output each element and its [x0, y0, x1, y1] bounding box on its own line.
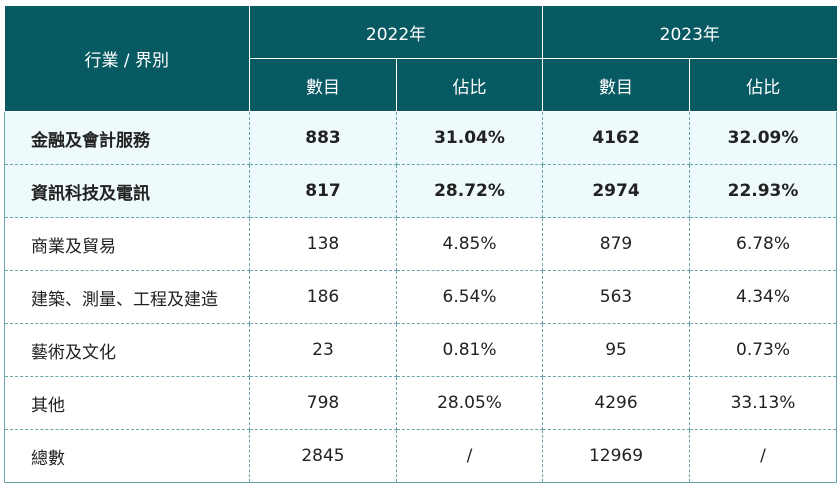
cell-count-2022: 798: [249, 376, 397, 430]
industry-statistics-table: 行業 / 界別 2022年 2023年 數目 佔比 數目 佔比 金融及會計服務 …: [4, 6, 838, 483]
cell-share-2023: 0.73%: [689, 323, 838, 377]
industry-table-container: 行業 / 界別 2022年 2023年 數目 佔比 數目 佔比 金融及會計服務 …: [4, 6, 838, 483]
table-row-total: 總數 2845 / 12969 /: [4, 429, 838, 483]
table-header: 行業 / 界別 2022年 2023年 數目 佔比 數目 佔比: [4, 6, 837, 112]
cell-count-2023: 2974: [542, 164, 691, 218]
header-share-2022: 佔比: [395, 58, 544, 112]
row-label: 建築、測量、工程及建造: [4, 270, 250, 324]
header-count-2022: 數目: [249, 58, 397, 112]
table-row: 其他 798 28.05% 4296 33.13%: [4, 376, 838, 430]
header-count-2023: 數目: [542, 58, 691, 112]
table-row: 金融及會計服務 883 31.04% 4162 32.09%: [4, 111, 838, 165]
header-industry: 行業 / 界別: [4, 6, 250, 112]
table-row: 資訊科技及電訊 817 28.72% 2974 22.93%: [4, 164, 838, 218]
cell-count-2023: 4162: [542, 111, 691, 165]
cell-count-2023: 4296: [542, 376, 691, 430]
row-label: 其他: [4, 376, 250, 430]
row-label: 金融及會計服務: [4, 111, 250, 165]
cell-share-2022: 28.72%: [395, 164, 544, 218]
table-row: 藝術及文化 23 0.81% 95 0.73%: [4, 323, 838, 377]
table-row: 商業及貿易 138 4.85% 879 6.78%: [4, 217, 838, 271]
row-label: 藝術及文化: [4, 323, 250, 377]
row-label: 商業及貿易: [4, 217, 250, 271]
cell-share-2022: 4.85%: [395, 217, 544, 271]
row-label: 總數: [4, 429, 250, 483]
cell-count-2022: 138: [249, 217, 397, 271]
cell-share-2022: 28.05%: [395, 376, 544, 430]
header-share-2023: 佔比: [689, 58, 837, 112]
cell-share-2023: /: [689, 429, 838, 483]
cell-count-2022: 817: [249, 164, 397, 218]
header-year-2022: 2022年: [248, 6, 544, 59]
cell-count-2022: 23: [249, 323, 397, 377]
cell-share-2022: 31.04%: [395, 111, 544, 165]
cell-share-2023: 22.93%: [689, 164, 838, 218]
cell-count-2023: 95: [542, 323, 691, 377]
cell-share-2023: 4.34%: [689, 270, 838, 324]
cell-share-2022: /: [395, 429, 544, 483]
table-row: 建築、測量、工程及建造 186 6.54% 563 4.34%: [4, 270, 838, 324]
cell-count-2023: 879: [542, 217, 691, 271]
row-label: 資訊科技及電訊: [4, 164, 250, 218]
cell-share-2022: 0.81%: [395, 323, 544, 377]
cell-count-2022: 186: [249, 270, 397, 324]
cell-share-2022: 6.54%: [395, 270, 544, 324]
cell-share-2023: 33.13%: [689, 376, 838, 430]
cell-count-2022: 2845: [249, 429, 397, 483]
cell-count-2023: 563: [542, 270, 691, 324]
cell-count-2023: 12969: [542, 429, 691, 483]
cell-count-2022: 883: [249, 111, 397, 165]
cell-share-2023: 6.78%: [689, 217, 838, 271]
cell-share-2023: 32.09%: [689, 111, 838, 165]
header-year-2023: 2023年: [542, 6, 837, 59]
table-body: 金融及會計服務 883 31.04% 4162 32.09% 資訊科技及電訊 8…: [4, 111, 838, 483]
